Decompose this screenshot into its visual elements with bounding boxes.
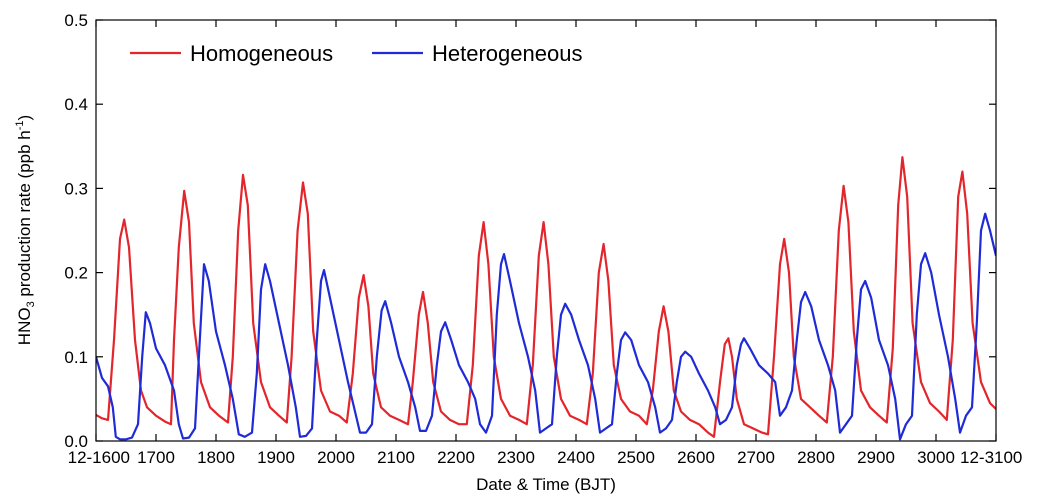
y-axis-title-subscript: 3 (25, 301, 37, 307)
x-tick-label: 2800 (797, 448, 835, 467)
x-tick-label: 2300 (497, 448, 535, 467)
legend: Homogeneous Heterogeneous (130, 41, 582, 66)
series-line-heterogeneous (96, 212, 996, 441)
legend-label-homogeneous: Homogeneous (190, 41, 333, 66)
x-tick-label: 2400 (557, 448, 595, 467)
y-axis-title-superscript: -1 (14, 120, 26, 130)
y-tick-label: 0.3 (64, 179, 88, 198)
y-axis-title-main: HNO (15, 307, 34, 345)
legend-label-heterogeneous: Heterogeneous (432, 41, 582, 66)
y-tick-label: 0.5 (64, 11, 88, 30)
x-tick-label: 2600 (677, 448, 715, 467)
x-tick-label: 2200 (437, 448, 475, 467)
ticks-layer: 0.0 0.1 0.2 0.3 0.4 0.5 12-1600 1700 1800 1900 200… (64, 11, 1022, 467)
y-axis-title-end: ) (15, 115, 34, 121)
y-axis-title-rest: production rate (ppb h (15, 130, 34, 301)
y-tick-label: 0.4 (64, 95, 88, 114)
x-tick-label: 1700 (137, 448, 175, 467)
series-layer (96, 156, 996, 441)
x-tick-label: 12-1600 (68, 448, 130, 467)
y-tick-label: 0.2 (64, 264, 88, 283)
plot-frame (95, 19, 997, 442)
series-line-homogeneous (96, 156, 996, 438)
x-tick-label: 2000 (317, 448, 355, 467)
x-axis-title: Date & Time (BJT) (476, 475, 616, 494)
x-tick-label: 2700 (737, 448, 775, 467)
y-axis-title: HNO3 production rate (ppb h-1) (14, 115, 37, 345)
x-tick-label: 12-3100 (960, 448, 1022, 467)
x-tick-label: 2500 (617, 448, 655, 467)
x-tick-label: 2100 (377, 448, 415, 467)
y-tick-label: 0.1 (64, 348, 88, 367)
x-tick-label: 2900 (857, 448, 895, 467)
x-tick-label: 1900 (257, 448, 295, 467)
x-tick-label: 1800 (197, 448, 235, 467)
x-tick-label: 3000 (917, 448, 955, 467)
y-tick-label: 0.0 (64, 432, 88, 451)
